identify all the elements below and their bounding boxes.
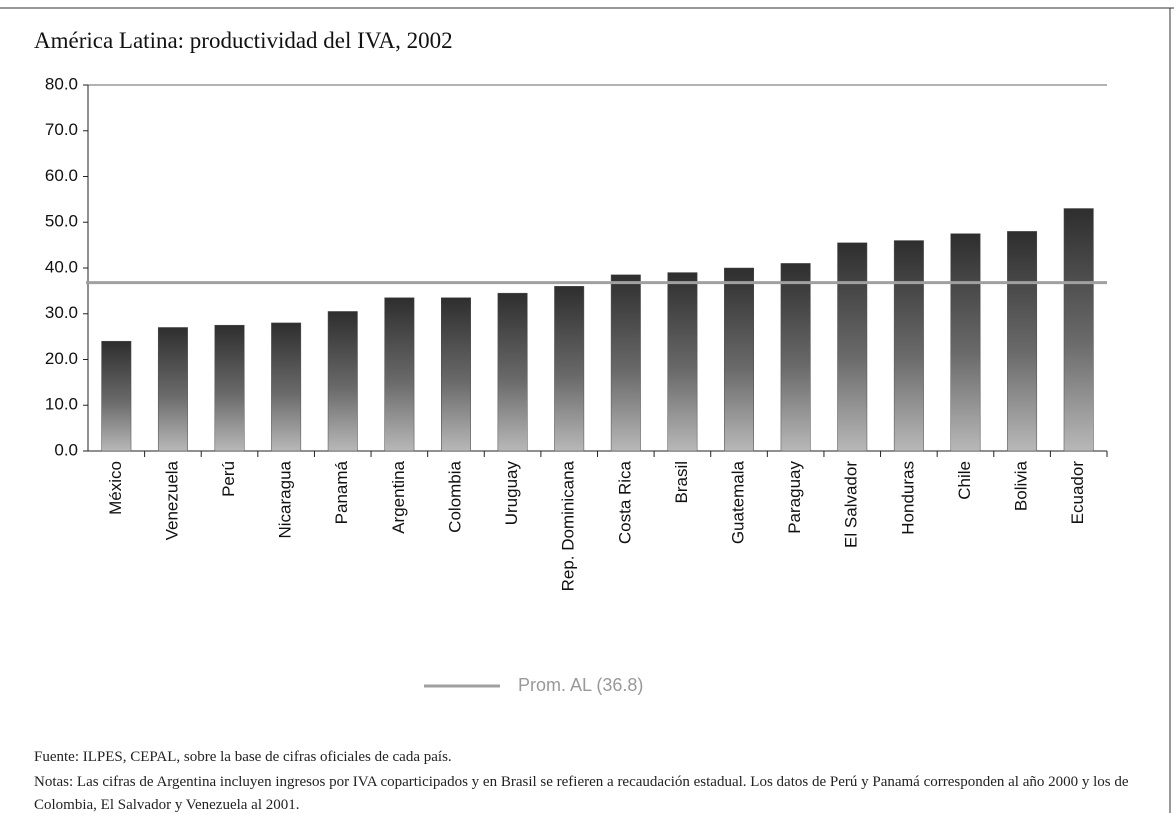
x-tick-label: Uruguay	[502, 461, 521, 526]
x-tick-label: Panamá	[332, 460, 351, 524]
source: Fuente: ILPES, CEPAL, sobre la base de c…	[34, 749, 452, 765]
bar	[837, 242, 868, 452]
chart-title: América Latina: productividad del IVA, 2…	[34, 28, 453, 53]
y-tick-label: 80.0	[45, 74, 78, 93]
x-tick-label: El Salvador	[842, 461, 861, 548]
bar	[1007, 231, 1038, 452]
bar	[497, 292, 528, 452]
bar	[893, 240, 924, 452]
bar	[950, 233, 981, 452]
x-tick-label: Chile	[955, 461, 974, 500]
bar	[441, 297, 471, 452]
bar	[554, 286, 585, 452]
y-tick-label: 50.0	[45, 212, 78, 231]
y-tick-label: 70.0	[45, 120, 78, 139]
bar	[780, 263, 811, 452]
x-tick-label: Ecuador	[1068, 461, 1087, 525]
bar	[724, 267, 754, 452]
x-tick-label: Guatemala	[729, 460, 748, 544]
x-tick-label: México	[106, 461, 125, 515]
x-tick-label: Nicaragua	[276, 460, 295, 538]
bar	[610, 274, 641, 452]
legend-label: Prom. AL (36.8)	[518, 675, 643, 695]
y-tick-label: 40.0	[45, 257, 78, 276]
x-tick-label: Colombia	[445, 460, 464, 532]
x-tick-label: Bolivia	[1012, 460, 1031, 511]
y-tick-label: 20.0	[45, 349, 78, 368]
x-tick-label: Costa Rica	[615, 460, 634, 544]
notes: Notas: Las cifras de Argentina incluyen …	[34, 774, 1129, 813]
y-tick-label: 0.0	[54, 440, 78, 459]
x-tick-label: Argentina	[389, 460, 408, 533]
x-tick-label: Rep. Dominicana	[559, 460, 578, 591]
y-tick-label: 30.0	[45, 303, 78, 322]
x-tick-label: Venezuela	[162, 460, 181, 540]
x-tick-label: Honduras	[898, 461, 917, 535]
bar	[384, 297, 415, 452]
y-tick-label: 60.0	[45, 166, 78, 185]
bar	[1063, 208, 1094, 452]
bar	[271, 322, 302, 452]
bar	[101, 340, 132, 452]
bar	[327, 311, 358, 452]
bar	[667, 272, 698, 452]
x-tick-label: Brasil	[672, 461, 691, 504]
bar	[157, 327, 188, 452]
x-tick-label: Paraguay	[785, 461, 804, 534]
x-tick-label: Perú	[219, 461, 238, 497]
bar	[214, 324, 245, 452]
y-tick-label: 10.0	[45, 395, 78, 414]
